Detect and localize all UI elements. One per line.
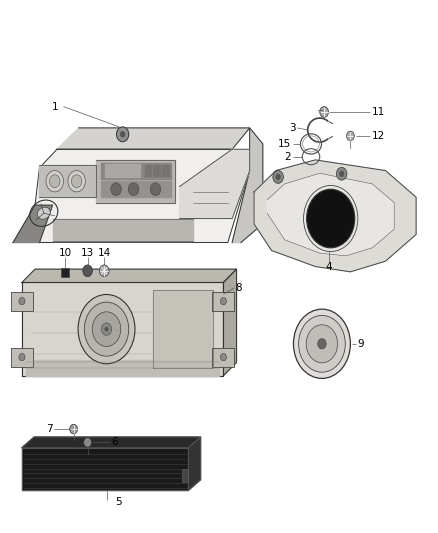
Text: 6: 6 [112, 438, 118, 447]
Bar [212, 292, 234, 311]
Polygon shape [26, 360, 219, 376]
Polygon shape [153, 165, 160, 176]
Circle shape [105, 327, 109, 332]
Circle shape [318, 338, 326, 349]
Circle shape [346, 131, 354, 141]
Circle shape [276, 174, 281, 180]
Bar [212, 348, 234, 367]
Polygon shape [101, 181, 171, 197]
Bar [182, 469, 188, 482]
Circle shape [293, 309, 350, 378]
Polygon shape [13, 149, 250, 243]
Circle shape [46, 171, 64, 192]
Circle shape [71, 175, 82, 188]
Polygon shape [267, 173, 394, 256]
Circle shape [92, 312, 121, 346]
Text: 2: 2 [285, 152, 291, 161]
Polygon shape [57, 128, 250, 149]
Bar [61, 268, 69, 277]
Polygon shape [22, 269, 237, 282]
Polygon shape [153, 290, 213, 368]
Circle shape [306, 325, 338, 363]
Text: 5: 5 [115, 497, 122, 507]
Ellipse shape [37, 207, 50, 219]
Polygon shape [145, 165, 151, 176]
Text: 1: 1 [51, 102, 58, 111]
Polygon shape [162, 165, 169, 176]
Circle shape [84, 302, 129, 356]
Circle shape [120, 131, 125, 138]
Polygon shape [101, 163, 171, 179]
Circle shape [336, 167, 347, 180]
Circle shape [19, 297, 25, 305]
Circle shape [273, 171, 283, 183]
Polygon shape [232, 128, 263, 243]
Polygon shape [22, 448, 188, 490]
Polygon shape [105, 164, 140, 177]
Text: 15: 15 [278, 139, 291, 149]
Text: 10: 10 [59, 248, 72, 258]
Bar [11, 292, 33, 311]
Circle shape [117, 127, 129, 142]
Polygon shape [180, 149, 250, 219]
Bar [11, 348, 33, 367]
Text: 12: 12 [372, 131, 385, 141]
Circle shape [78, 294, 135, 364]
Text: 4: 4 [325, 262, 332, 271]
Circle shape [339, 171, 344, 177]
Circle shape [307, 189, 355, 248]
Circle shape [128, 183, 139, 196]
Circle shape [150, 183, 161, 196]
Polygon shape [96, 160, 175, 203]
Polygon shape [39, 165, 96, 197]
Circle shape [299, 316, 345, 372]
Text: 13: 13 [81, 248, 94, 258]
Circle shape [320, 107, 328, 117]
Circle shape [70, 424, 78, 434]
Circle shape [68, 171, 85, 192]
Circle shape [19, 353, 25, 361]
Circle shape [49, 175, 60, 188]
Circle shape [220, 297, 226, 305]
Polygon shape [22, 282, 223, 376]
Text: 7: 7 [46, 424, 53, 434]
Circle shape [111, 183, 121, 196]
Polygon shape [223, 269, 237, 376]
Circle shape [83, 265, 92, 277]
Circle shape [220, 353, 226, 361]
Text: 8: 8 [235, 283, 242, 293]
Polygon shape [13, 205, 53, 243]
Polygon shape [53, 219, 193, 241]
Polygon shape [188, 437, 201, 490]
Text: 11: 11 [372, 107, 385, 117]
Text: 14: 14 [98, 248, 111, 258]
Text: 3: 3 [289, 123, 296, 133]
Polygon shape [254, 160, 416, 272]
Polygon shape [22, 437, 201, 448]
Circle shape [101, 323, 112, 335]
Text: 9: 9 [357, 339, 364, 349]
Circle shape [84, 438, 92, 447]
Circle shape [99, 265, 109, 277]
